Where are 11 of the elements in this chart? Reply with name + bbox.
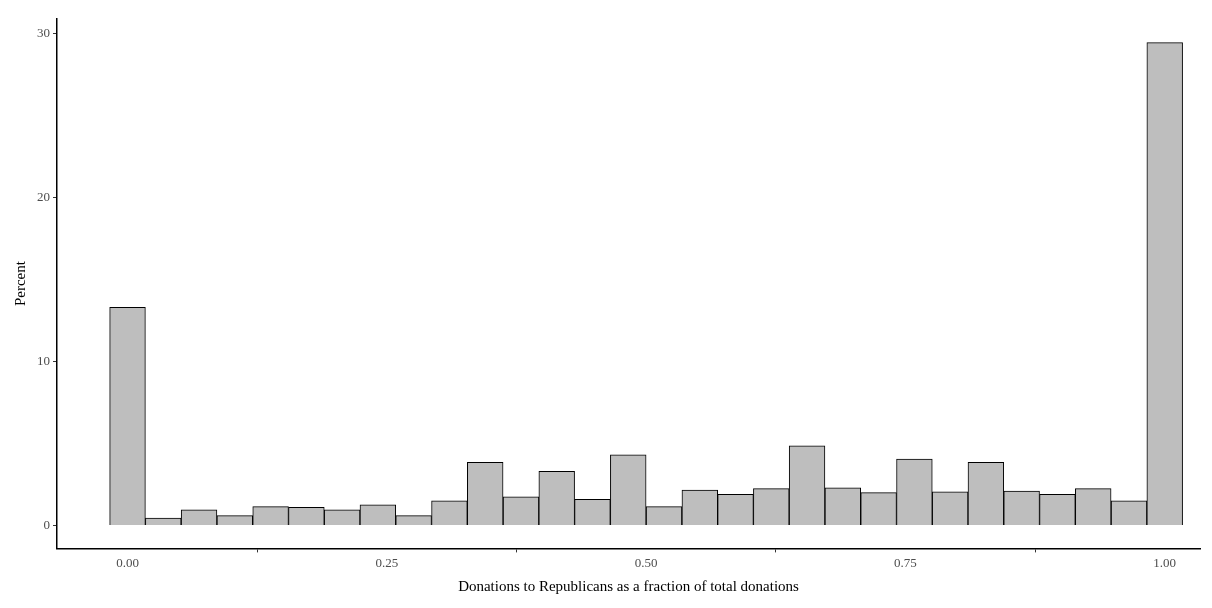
x-tick-label: 0.50: [634, 554, 658, 570]
x-tick-label: 0.00: [116, 554, 139, 570]
x-tick-label: 0.75: [894, 554, 917, 570]
y-tick-label: 20: [37, 188, 50, 204]
x-tick-label: 0.25: [375, 554, 399, 570]
x-tick-label: 1.00: [1153, 554, 1177, 570]
y-tick-label: 30: [37, 24, 50, 40]
y-tick-label: 0: [43, 516, 50, 532]
x-axis-title: Donations to Republicans as a fraction of total donations: [458, 577, 800, 594]
y-axis-title: Percent: [11, 260, 28, 307]
y-tick-label: 10: [37, 352, 50, 368]
